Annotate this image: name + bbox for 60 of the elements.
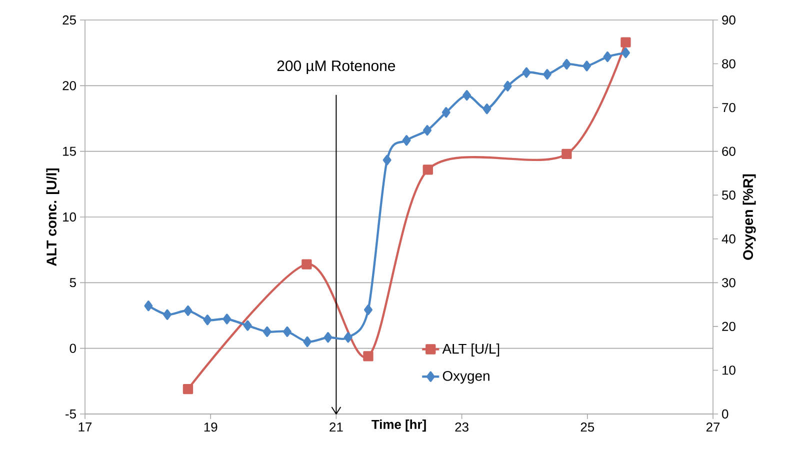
point: [184, 305, 192, 316]
y2-tick-label: 20: [722, 322, 736, 332]
y2-tick-label: 60: [722, 146, 736, 156]
legend-label: ALT [U/L]: [442, 343, 500, 356]
point: [562, 58, 571, 70]
y2-tick-label: 0: [722, 409, 728, 419]
point: [442, 107, 450, 118]
point: [562, 148, 572, 160]
x-axis-title: Time [hr]: [372, 420, 426, 432]
point: [423, 125, 432, 136]
point: [503, 80, 512, 92]
point: [462, 90, 472, 101]
ref-line-label: 200 µM Rotenone: [277, 60, 396, 74]
y-tick-label: 25: [62, 15, 76, 25]
point: [522, 67, 531, 78]
x-tick-label: 27: [706, 422, 720, 432]
point: [620, 37, 631, 48]
point: [163, 309, 172, 320]
y2-tick-label: 80: [722, 59, 736, 68]
x-tick-label: 19: [204, 422, 218, 432]
point: [603, 52, 612, 62]
y2-axis-title: Oxygen [%R]: [742, 174, 756, 260]
x-tick-label: 25: [580, 422, 594, 432]
point: [222, 314, 232, 324]
point: [363, 351, 374, 362]
point: [262, 326, 272, 337]
point: [282, 326, 292, 337]
point: [144, 300, 153, 312]
y-tick-label: 20: [62, 81, 76, 90]
point: [582, 60, 592, 72]
y-tick-label: -5: [66, 409, 76, 419]
y-tick-label: 15: [63, 146, 76, 156]
x-tick-label: 17: [78, 422, 92, 432]
point: [182, 384, 194, 394]
point: [382, 154, 392, 166]
y-tick-label: 10: [63, 212, 76, 222]
point: [542, 69, 552, 80]
y-tick-label: 0: [70, 344, 76, 353]
y2-tick-label: 90: [722, 15, 736, 25]
legend-label: Oxygen: [442, 370, 490, 384]
point: [324, 332, 332, 343]
y2-tick-label: 40: [722, 234, 736, 244]
y2-tick-label: 30: [722, 278, 736, 288]
y2-tick-label: 70: [722, 102, 736, 112]
point: [243, 320, 252, 331]
point: [621, 48, 630, 58]
point: [344, 332, 352, 343]
point: [364, 304, 372, 316]
x-tick-label: 21: [330, 422, 343, 432]
point: [203, 314, 212, 326]
point: [422, 164, 433, 175]
point: [482, 104, 492, 114]
x-tick-label: 23: [455, 422, 468, 432]
point: [302, 259, 312, 270]
point: [303, 336, 312, 348]
y2-tick-label: 50: [722, 190, 736, 200]
y-axis-title: ALT conc. [U/l]: [46, 168, 60, 266]
point: [402, 135, 411, 146]
y-tick-label: 5: [70, 278, 76, 288]
y2-tick-label: 10: [722, 366, 736, 375]
